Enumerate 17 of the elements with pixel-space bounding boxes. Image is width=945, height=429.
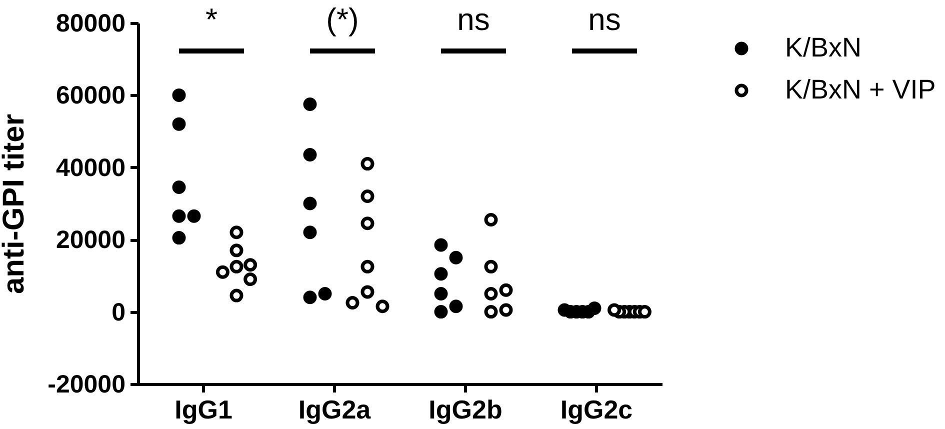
annotation: *: [205, 2, 218, 37]
y-tick-label: 20000: [56, 226, 126, 254]
x-tick-label: IgG2a: [298, 394, 372, 424]
legend-label: K/BxN: [785, 32, 862, 62]
annotation: ns: [588, 2, 621, 37]
y-tick-label: 40000: [56, 154, 126, 182]
y-axis-title: anti-GPI titer: [0, 114, 31, 294]
y-tick-label: 80000: [56, 10, 126, 38]
x-tick-label: IgG2b: [428, 394, 502, 424]
annotation: ns: [457, 2, 490, 37]
x-tick-label: IgG2c: [560, 394, 633, 424]
y-tick-label: 60000: [56, 82, 126, 110]
x-tick-label: IgG1: [174, 394, 232, 424]
y-tick-label: -20000: [48, 370, 126, 398]
y-tick-label: 0: [112, 298, 126, 326]
legend-label: K/BxN + VIP: [785, 74, 936, 104]
annotation: (*): [326, 2, 359, 37]
